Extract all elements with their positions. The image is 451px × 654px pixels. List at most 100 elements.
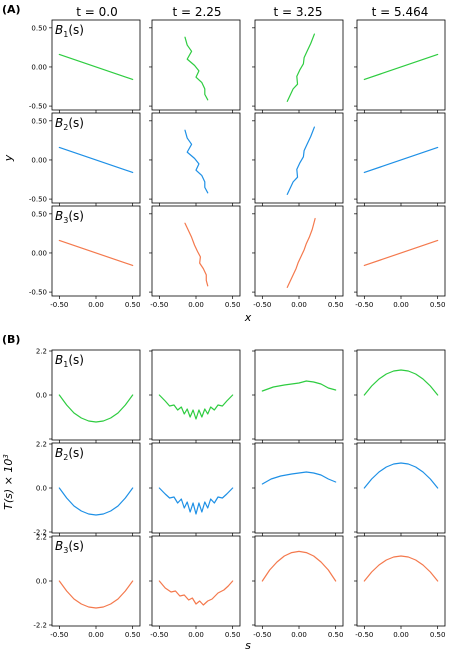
y-tick-label: 0.00	[31, 63, 47, 71]
subplot-a-r3-c1: -0.50 0.00 0.50 -0.50 0.00 0.50 B3(s)	[29, 205, 141, 309]
subplot-b-r2-c3	[252, 442, 344, 536]
x-tick-label: -0.50	[150, 301, 168, 309]
x-tick-label: -0.50	[253, 301, 271, 309]
series-line-b3	[363, 239, 439, 267]
x-tick-label: -0.50	[50, 631, 68, 639]
y-tick-label: 0.50	[31, 210, 47, 218]
series-line-b3	[58, 239, 134, 267]
series-line-b2	[158, 487, 234, 515]
x-tick-label: 0.50	[225, 301, 241, 309]
subplot-a-r1-c2	[149, 19, 241, 113]
series-line-b2	[286, 126, 315, 195]
panel-label-b: (B)	[2, 333, 20, 346]
y-tick-label: 0.00	[31, 249, 47, 257]
axes-frame	[254, 535, 344, 627]
series-line-b1	[58, 394, 134, 423]
series-line-b2	[58, 487, 134, 516]
series-line-b3	[286, 217, 316, 288]
x-tick-label: 0.00	[291, 631, 307, 639]
subplot-b-r1-c2	[149, 349, 241, 443]
x-tick-label: 0.50	[225, 631, 241, 639]
series-line-b1	[363, 369, 439, 396]
subplot-a-r3-c3: -0.50 0.00 0.50	[252, 205, 344, 309]
y-tick-label: 0.0	[36, 578, 47, 586]
y-tick-label: -0.50	[29, 103, 47, 111]
axes-frame	[254, 205, 344, 297]
x-tick-label: 0.00	[88, 301, 104, 309]
x-tick-label: 0.50	[125, 301, 141, 309]
plot-grid: -0.50 0.00 0.50 B1(s) -0.50 0.00 0.50 B2(s) -0.5…	[29, 19, 446, 639]
x-tick-label: 0.50	[430, 301, 446, 309]
y-tick-label: -2.2	[33, 529, 47, 537]
series-line-b3	[58, 580, 134, 609]
y-tick-label: 2.2	[36, 534, 47, 542]
series-line-b3	[363, 555, 439, 582]
axes-frame	[356, 442, 446, 534]
subplot-b-r2-c4	[354, 442, 446, 536]
axes-frame	[254, 442, 344, 534]
x-tick-label: 0.50	[328, 631, 344, 639]
axes-frame	[356, 112, 446, 204]
column-title-2: t = 2.25	[172, 5, 221, 19]
subplot-a-r2-c3	[252, 112, 344, 206]
subplot-b-r3-c4: -0.50 0.00 0.50	[354, 535, 446, 639]
series-label: B2(s)	[55, 116, 84, 132]
x-tick-label: 0.00	[393, 631, 409, 639]
x-tick-label: -0.50	[355, 631, 373, 639]
subplot-a-r1-c3	[252, 19, 344, 113]
axes-frame	[356, 19, 446, 111]
x-tick-label: 0.00	[188, 631, 204, 639]
subplot-a-r1-c4	[354, 19, 446, 113]
x-tick-label: 0.00	[188, 301, 204, 309]
panel-a-x-axis-label: x	[244, 311, 252, 324]
y-tick-label: -2.2	[33, 622, 47, 630]
axes-frame	[356, 205, 446, 297]
series-line-b1	[184, 36, 209, 101]
panel-b-y-axis-label: T(s) × 103	[2, 454, 15, 510]
column-title-4: t = 5.464	[372, 5, 429, 19]
axes-frame	[356, 349, 446, 441]
axes-frame	[151, 442, 241, 534]
x-tick-label: -0.50	[355, 301, 373, 309]
axes-frame	[356, 535, 446, 627]
subplot-a-r3-c2: -0.50 0.00 0.50	[149, 205, 241, 309]
column-title-1: t = 0.0	[76, 5, 117, 19]
x-tick-label: 0.00	[88, 631, 104, 639]
series-line-b3	[158, 580, 234, 606]
series-line-b2	[363, 146, 439, 174]
x-tick-label: -0.50	[253, 631, 271, 639]
axes-frame	[151, 112, 241, 204]
x-tick-label: 0.50	[125, 631, 141, 639]
y-tick-label: -0.50	[29, 289, 47, 297]
subplot-b-r1-c4	[354, 349, 446, 443]
x-tick-label: -0.50	[150, 631, 168, 639]
x-tick-label: 0.00	[393, 301, 409, 309]
series-line-b2	[261, 471, 337, 485]
x-tick-label: 0.00	[291, 301, 307, 309]
subplot-a-r3-c4: -0.50 0.00 0.50	[354, 205, 446, 309]
series-line-b2	[58, 146, 134, 174]
series-label: B3(s)	[55, 209, 84, 225]
series-line-b1	[286, 33, 315, 102]
series-line-b2	[184, 129, 209, 194]
axes-frame	[151, 535, 241, 627]
subplot-b-r1-c3	[252, 349, 344, 443]
series-label: B1(s)	[55, 353, 84, 369]
axes-frame	[151, 349, 241, 441]
panel-label-a: (A)	[2, 3, 21, 16]
series-line-b3	[261, 550, 337, 582]
subplot-b-r3-c2: -0.50 0.00 0.50	[149, 535, 241, 639]
panel-a-y-axis-label: y	[2, 154, 15, 162]
subplot-b-r3-c3: -0.50 0.00 0.50	[252, 535, 344, 639]
axes-frame	[151, 19, 241, 111]
y-tick-label: 0.50	[31, 24, 47, 32]
subplot-a-r2-c2	[149, 112, 241, 206]
axes-frame	[254, 349, 344, 441]
axes-frame	[151, 205, 241, 297]
y-tick-label: 0.50	[31, 117, 47, 125]
axes-frame	[254, 112, 344, 204]
column-title-3: t = 3.25	[273, 5, 322, 19]
y-tick-label: 2.2	[36, 441, 47, 449]
subplot-b-r1-c1: 0.0 2.2 B1(s)	[36, 348, 141, 443]
